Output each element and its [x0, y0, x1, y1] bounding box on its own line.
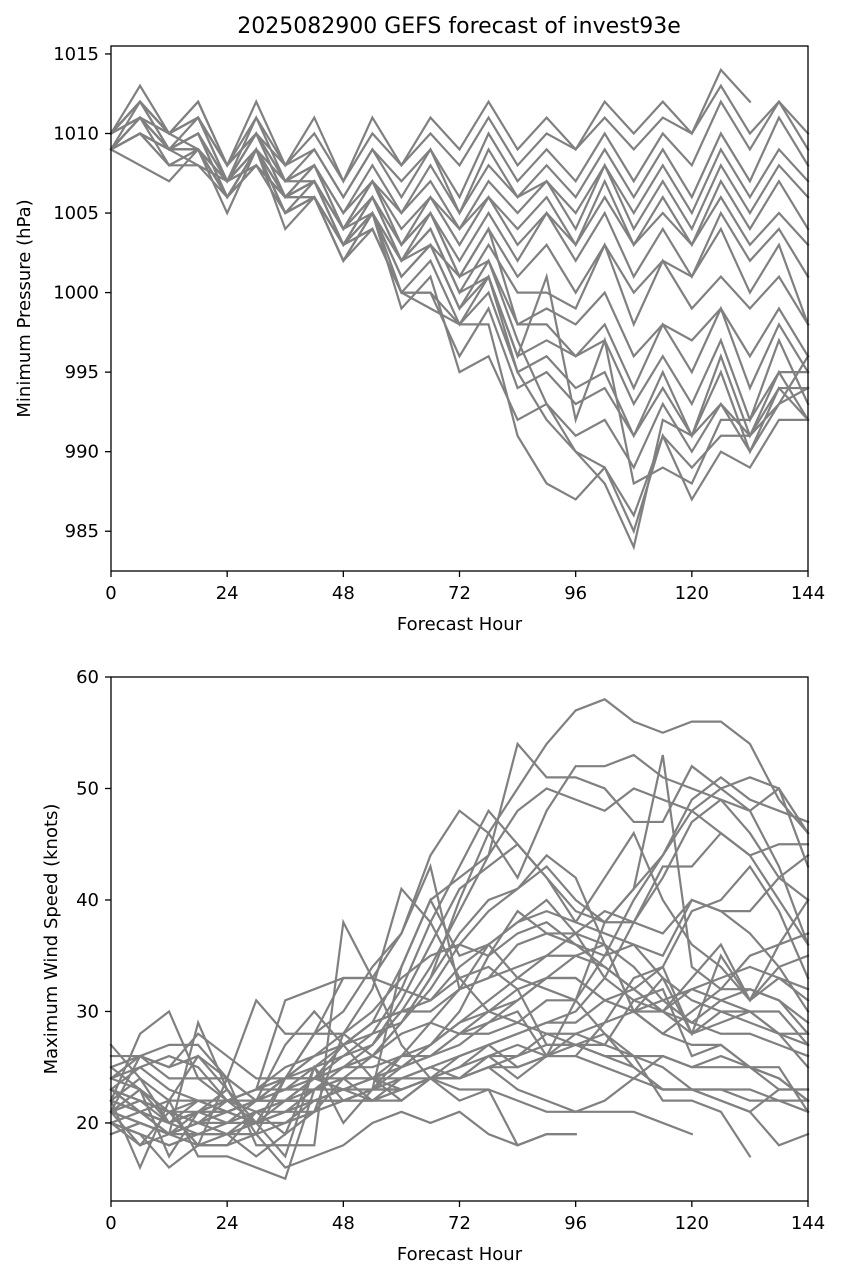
- wind-x-tick-label: 48: [332, 1213, 355, 1234]
- pressure-y-tick-label: 995: [65, 362, 99, 383]
- chart-title: 2025082900 GEFS forecast of invest93e: [237, 14, 681, 39]
- pressure-x-tick-label: 144: [791, 583, 825, 604]
- pressure-y-tick-label: 985: [65, 521, 99, 542]
- pressure-y-tick-label: 1000: [53, 283, 99, 304]
- pressure-series-line-20: [109, 116, 810, 486]
- wind-y-tick-label: 20: [76, 1113, 99, 1134]
- pressure-y-tick-label: 1015: [53, 44, 99, 65]
- pressure-y-tick-label: 990: [65, 442, 99, 463]
- pressure-x-tick-label: 72: [448, 583, 471, 604]
- wind-x-axis-label: Forecast Hour: [397, 1244, 523, 1265]
- wind-series-group: [109, 698, 810, 1181]
- pressure-x-axis-label: Forecast Hour: [397, 614, 523, 635]
- pressure-chart: 0 24 48 72 96 120 144 985 990 995 1000 1005 1010 1015…: [14, 44, 825, 635]
- pressure-x-tick-label: 48: [332, 583, 355, 604]
- wind-x-tick-label: 0: [105, 1213, 116, 1234]
- pressure-x-tick-label: 96: [564, 583, 587, 604]
- wind-series-line-34: [109, 998, 810, 1159]
- wind-y-tick-label: 40: [76, 890, 99, 911]
- wind-series-line-35: [109, 1054, 810, 1158]
- wind-series-line-32: [109, 1077, 577, 1147]
- pressure-y-axis-label: Minimum Pressure (hPa): [14, 199, 35, 417]
- wind-x-tick-label: 72: [448, 1213, 471, 1234]
- pressure-series-group: [109, 67, 810, 551]
- wind-y-tick-label: 30: [76, 1001, 99, 1022]
- wind-series-line-19: [109, 898, 810, 1114]
- wind-x-tick-label: 24: [216, 1213, 239, 1234]
- wind-x-tick-label: 96: [564, 1213, 587, 1234]
- wind-x-tick-label: 120: [675, 1213, 709, 1234]
- pressure-x-tick-label: 0: [105, 583, 116, 604]
- wind-y-tick-label: 60: [76, 667, 99, 688]
- wind-y-tick-label: 50: [76, 778, 99, 799]
- wind-series-line-24: [109, 976, 694, 1137]
- pressure-y-tick-label: 1005: [53, 203, 99, 224]
- pressure-x-tick-label: 24: [216, 583, 239, 604]
- pressure-series-line-18: [109, 147, 810, 518]
- pressure-x-tick-label: 120: [675, 583, 709, 604]
- wind-series-line-29: [109, 754, 810, 1148]
- pressure-y-tick-label: 1010: [53, 124, 99, 145]
- wind-speed-chart: 0 24 48 72 96 120 144 20 30 40 50 60 Forecast Hour Ma…: [41, 667, 825, 1265]
- pressure-series-line-21: [109, 132, 810, 551]
- wind-x-tick-label: 144: [791, 1213, 825, 1234]
- wind-y-axis-label: Maximum Wind Speed (knots): [41, 804, 62, 1075]
- wind-series-line-33: [109, 1110, 577, 1170]
